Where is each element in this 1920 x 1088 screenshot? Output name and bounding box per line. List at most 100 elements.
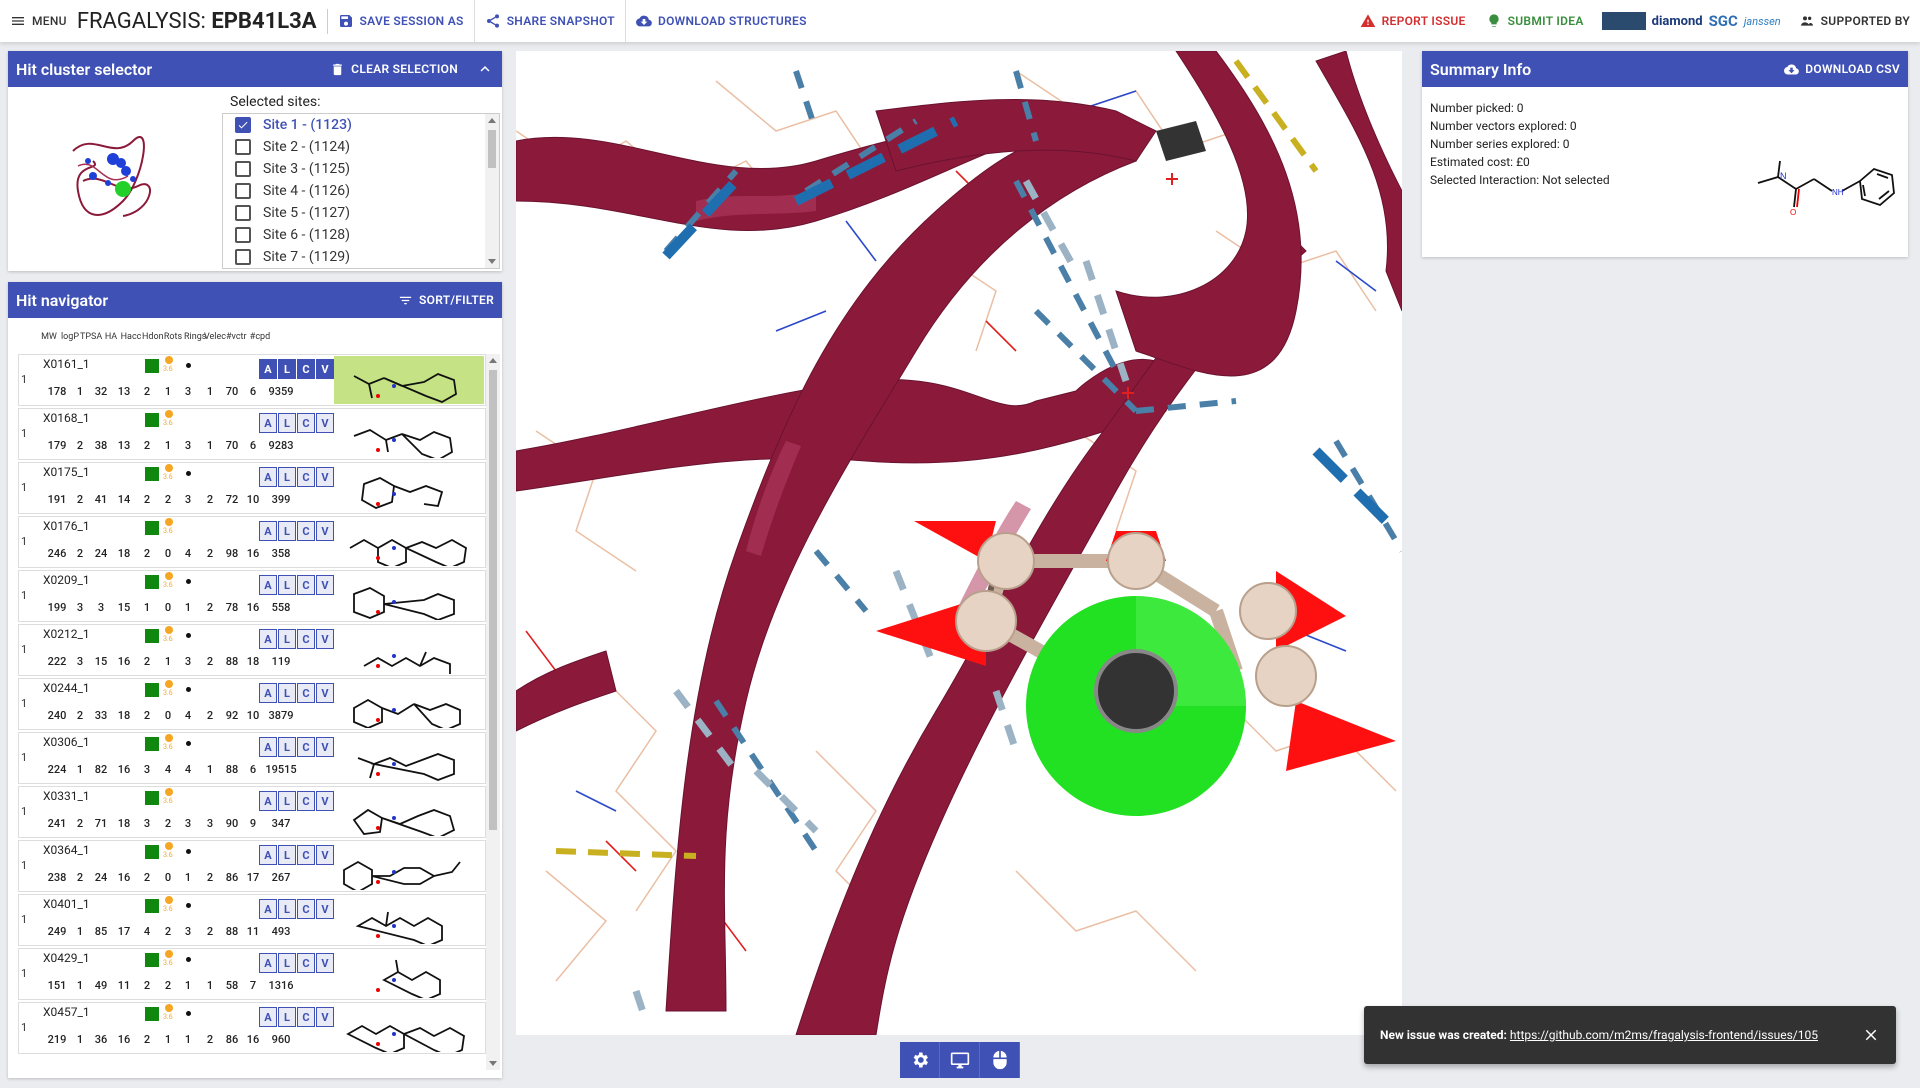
toggle-a-button[interactable]: A — [259, 521, 277, 541]
hit-code[interactable]: X0175_1 — [43, 465, 90, 479]
hit-row[interactable]: 1 X0168_1 3.6 179 2 38 13 2 1 3 1 70 6 9283 A L C V — [18, 408, 486, 461]
hit-code[interactable]: X0244_1 — [43, 681, 90, 695]
site-checkbox-item[interactable]: Site 7 - (1129) — [223, 246, 499, 268]
hit-code[interactable]: X0168_1 — [43, 411, 90, 425]
sort-filter-button[interactable]: SORT/FILTER — [398, 293, 494, 308]
save-session-button[interactable]: SAVE SESSION AS — [328, 0, 474, 42]
column-header[interactable]: TPSA — [80, 332, 103, 342]
hit-row[interactable]: 1 X0175_1 3.6 191 2 41 14 2 2 3 2 72 10 399 A L C V — [18, 462, 486, 514]
hit-code[interactable]: X0401_1 — [43, 897, 90, 911]
toggle-v-button[interactable]: V — [316, 899, 334, 919]
download-csv-button[interactable]: DOWNLOAD CSV — [1784, 62, 1900, 77]
checkbox-icon[interactable] — [235, 249, 251, 265]
viewer-canvas[interactable] — [516, 51, 1402, 1035]
toggle-v-button[interactable]: V — [316, 737, 334, 757]
download-structures-button[interactable]: DOWNLOAD STRUCTURES — [624, 0, 817, 42]
toggle-c-button[interactable]: C — [297, 899, 315, 919]
hit-row[interactable]: 1 X0209_1 3.6 199 3 3 15 1 0 1 2 78 16 558 A L C V — [18, 570, 486, 622]
hit-row[interactable]: 1 X0161_1 3.6 178 1 32 13 2 1 3 1 70 6 9359 A L C V — [18, 354, 486, 406]
toggle-c-button[interactable]: C — [297, 1007, 315, 1027]
toggle-l-button[interactable]: L — [278, 899, 296, 919]
submit-idea-button[interactable]: SUBMIT IDEA — [1476, 0, 1594, 42]
toggle-a-button[interactable]: A — [259, 629, 277, 649]
toggle-c-button[interactable]: C — [297, 413, 315, 433]
molecule-thumbnail[interactable] — [334, 518, 484, 569]
toggle-a-button[interactable]: A — [259, 683, 277, 703]
molecule-thumbnail[interactable] — [334, 788, 484, 839]
scrollbar[interactable] — [485, 114, 499, 268]
hit-code[interactable]: X0161_1 — [43, 357, 90, 371]
hit-row[interactable]: 1 X0429_1 3.6 151 1 49 11 2 2 1 1 58 7 1316 A L C V — [18, 948, 486, 1001]
toggle-c-button[interactable]: C — [297, 737, 315, 757]
molecule-thumbnail[interactable] — [334, 950, 484, 1001]
molecule-thumbnail[interactable] — [334, 356, 484, 404]
supported-by-button[interactable]: SUPPORTED BY — [1789, 0, 1920, 42]
toggle-a-button[interactable]: A — [259, 953, 277, 973]
molecule-thumbnail[interactable] — [334, 1004, 484, 1057]
hit-row[interactable]: 1 X0331_1 3.6 241 2 71 18 3 2 3 3 90 9 347 A L C V — [18, 786, 486, 839]
hit-list[interactable]: 1 X0161_1 3.6 178 1 32 13 2 1 3 1 70 6 9359 A L C V 1 X0168… — [18, 354, 486, 1070]
column-header[interactable]: #cpd — [249, 332, 271, 342]
toggle-v-button[interactable]: V — [316, 575, 334, 595]
toggle-c-button[interactable]: C — [297, 629, 315, 649]
toggle-l-button[interactable]: L — [278, 413, 296, 433]
column-header[interactable]: Hacc — [120, 332, 142, 342]
toggle-a-button[interactable]: A — [259, 845, 277, 865]
toggle-l-button[interactable]: L — [278, 629, 296, 649]
column-header[interactable]: Hdon — [142, 332, 164, 342]
site-checkbox-item[interactable]: Site 6 - (1128) — [223, 224, 499, 246]
hit-row[interactable]: 1 X0401_1 3.6 249 1 85 17 4 2 3 2 88 11 493 A L C V — [18, 894, 486, 947]
molecule-thumbnail[interactable] — [334, 680, 484, 731]
toggle-c-button[interactable]: C — [297, 791, 315, 811]
chevron-up-icon[interactable] — [476, 60, 494, 78]
toggle-l-button[interactable]: L — [278, 359, 296, 379]
toggle-l-button[interactable]: L — [278, 791, 296, 811]
display-button[interactable] — [940, 1042, 980, 1078]
settings-button[interactable] — [900, 1042, 940, 1078]
column-header[interactable]: MW — [41, 332, 57, 342]
protein-cluster-thumbnail[interactable] — [63, 121, 163, 231]
close-icon[interactable] — [1862, 1026, 1880, 1044]
hit-code[interactable]: X0457_1 — [43, 1005, 90, 1019]
toggle-c-button[interactable]: C — [297, 467, 315, 487]
toggle-a-button[interactable]: A — [259, 413, 277, 433]
toggle-v-button[interactable]: V — [316, 683, 334, 703]
toggle-l-button[interactable]: L — [278, 953, 296, 973]
column-header[interactable]: Rots — [163, 332, 183, 342]
mouse-controls-button[interactable] — [980, 1042, 1020, 1078]
toggle-v-button[interactable]: V — [316, 521, 334, 541]
share-snapshot-button[interactable]: SHARE SNAPSHOT — [473, 0, 625, 42]
toggle-c-button[interactable]: C — [297, 683, 315, 703]
hit-row[interactable]: 1 X0212_1 3.6 222 3 15 16 2 1 3 2 88 18 119 A L C V — [18, 624, 486, 683]
checkbox-icon[interactable] — [235, 227, 251, 243]
molecule-thumbnail[interactable] — [334, 896, 484, 947]
toggle-v-button[interactable]: V — [316, 359, 334, 379]
column-header[interactable]: HA — [104, 332, 118, 342]
column-header[interactable]: Rings — [184, 332, 207, 342]
checkbox-icon[interactable] — [235, 183, 251, 199]
site-checkbox-item[interactable]: Site 2 - (1124) — [223, 136, 499, 158]
toggle-l-button[interactable]: L — [278, 845, 296, 865]
report-issue-button[interactable]: REPORT ISSUE — [1350, 0, 1476, 42]
toggle-c-button[interactable]: C — [297, 845, 315, 865]
toggle-v-button[interactable]: V — [316, 1007, 334, 1027]
checkbox-icon[interactable] — [235, 205, 251, 221]
site-checkbox-item[interactable]: Site 3 - (1125) — [223, 158, 499, 180]
sites-list[interactable]: Site 1 - (1123) Site 2 - (1124) Site 3 - (… — [222, 113, 500, 269]
hit-code[interactable]: X0212_1 — [43, 627, 90, 641]
hit-code[interactable]: X0306_1 — [43, 735, 90, 749]
toggle-v-button[interactable]: V — [316, 467, 334, 487]
toggle-a-button[interactable]: A — [259, 575, 277, 595]
toggle-v-button[interactable]: V — [316, 953, 334, 973]
column-header[interactable]: #vctr — [226, 332, 247, 342]
molecule-thumbnail[interactable] — [334, 410, 484, 461]
toggle-c-button[interactable]: C — [297, 521, 315, 541]
toggle-v-button[interactable]: V — [316, 845, 334, 865]
hit-row[interactable]: 1 X0176_1 3.6 246 2 24 18 2 0 4 2 98 16 358 A L C V — [18, 516, 486, 569]
molecule-thumbnail[interactable] — [334, 464, 484, 512]
menu-button[interactable]: MENU — [0, 0, 77, 42]
site-checkbox-item[interactable]: Site 1 - (1123) — [223, 114, 499, 136]
toggle-c-button[interactable]: C — [297, 953, 315, 973]
toggle-l-button[interactable]: L — [278, 467, 296, 487]
hit-code[interactable]: X0176_1 — [43, 519, 90, 533]
